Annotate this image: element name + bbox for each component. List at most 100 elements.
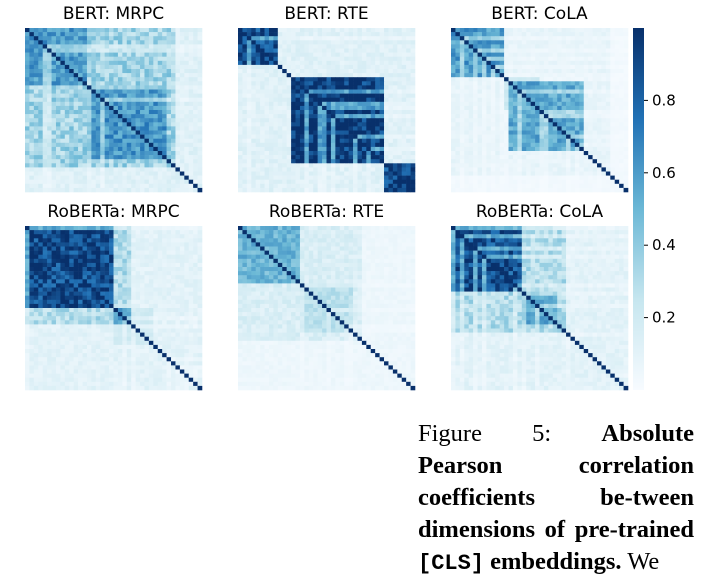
heatmap-cell [51,175,57,180]
heatmap-cell [370,64,376,70]
heatmap-cell [605,187,611,193]
heatmap-cell [623,93,629,98]
heatmap-cell [184,81,190,86]
heatmap-cell [268,85,274,90]
heatmap-cell [512,138,518,144]
heatmap-cell [490,36,496,41]
heatmap-cell [242,114,248,119]
heatmap-cell [614,93,620,98]
heatmap-cell [117,230,123,235]
heatmap-cell [495,146,500,152]
heatmap-cell [144,32,150,37]
heatmap-cell [459,48,465,53]
heatmap-cell [64,155,70,160]
heatmap-cell [579,89,585,94]
heatmap-cell [481,48,487,53]
heatmap-cell [291,73,296,78]
heatmap-cell [313,118,318,123]
heatmap-cell [78,183,83,189]
heatmap-cell [335,175,341,180]
heatmap-cell [486,32,492,37]
heatmap-cell [33,134,39,139]
heatmap-cell [504,126,509,131]
heatmap-cell [392,64,398,70]
heatmap-cell [73,142,79,148]
heatmap-cell [286,73,292,78]
heatmap-cell [193,64,198,70]
heatmap-cell [526,97,531,103]
heatmap-cell [344,97,349,103]
heatmap-cell [539,48,545,53]
heatmap-cell [530,171,536,176]
heatmap-cell [109,230,114,235]
heatmap-cell [144,234,150,239]
heatmap-cell [122,32,128,37]
heatmap-cell [521,114,527,119]
heatmap-cell [508,77,514,82]
heatmap-cell [384,126,389,131]
heatmap-cell [477,187,483,193]
heatmap-cell [117,32,123,37]
heatmap-cell [95,93,101,98]
heatmap-cell [455,171,461,176]
heatmap-cell [579,110,585,115]
heatmap-cell [29,226,35,231]
heatmap-cell [481,105,487,111]
heatmap-cell [366,114,372,119]
heatmap-cell [273,56,279,62]
heatmap-cell [583,142,589,148]
heatmap-cell [574,73,580,78]
heatmap-cell [619,146,624,152]
heatmap-cell [473,179,478,185]
heatmap-cell [535,73,540,78]
heatmap-cell [100,110,105,115]
heatmap-cell [162,28,167,33]
heatmap-cell [543,159,549,164]
heatmap-cell [508,130,514,135]
heatmap-cell [64,114,70,119]
heatmap-cell [579,105,585,111]
heatmap-cell [326,146,332,152]
heatmap-cell [25,155,30,160]
heatmap-cell [322,114,327,119]
heatmap-cell [291,101,296,107]
heatmap-cell [410,151,416,156]
heatmap-cell [326,48,332,53]
heatmap-cell [339,89,345,94]
heatmap-cell [592,52,598,57]
heatmap-cell [535,138,540,144]
heatmap-cell [455,183,461,189]
heatmap-cell [623,179,629,185]
heatmap-cell [238,52,243,57]
heatmap-cell [55,167,61,172]
heatmap-cell [171,48,176,53]
heatmap-cell [184,44,190,49]
heatmap-cell [126,122,132,127]
heatmap-cell [277,114,283,119]
heatmap-cell [486,175,492,180]
heatmap-cell [610,126,616,131]
heatmap-cell [353,93,358,98]
heatmap-cell [91,175,97,180]
heatmap-cell [384,159,389,164]
heatmap-cell [29,101,35,107]
heatmap-cell [148,28,154,33]
heatmap-cell [526,85,531,90]
heatmap-cell [614,163,620,168]
heatmap-cell [100,118,105,123]
heatmap-cell [464,64,469,70]
heatmap-cell [162,52,167,57]
heatmap-cell [73,110,79,115]
heatmap-cell [86,40,92,45]
heatmap-cell [495,118,500,123]
heatmap-cell [78,85,83,90]
heatmap-cell [410,60,416,66]
heatmap-cell [47,89,52,94]
heatmap-cell [29,85,35,90]
heatmap-cell [188,142,194,148]
heatmap-cell [144,56,150,62]
heatmap-cell [299,97,305,103]
heatmap-cell [193,146,198,152]
heatmap-cell [69,134,74,139]
heatmap-cell [499,52,505,57]
